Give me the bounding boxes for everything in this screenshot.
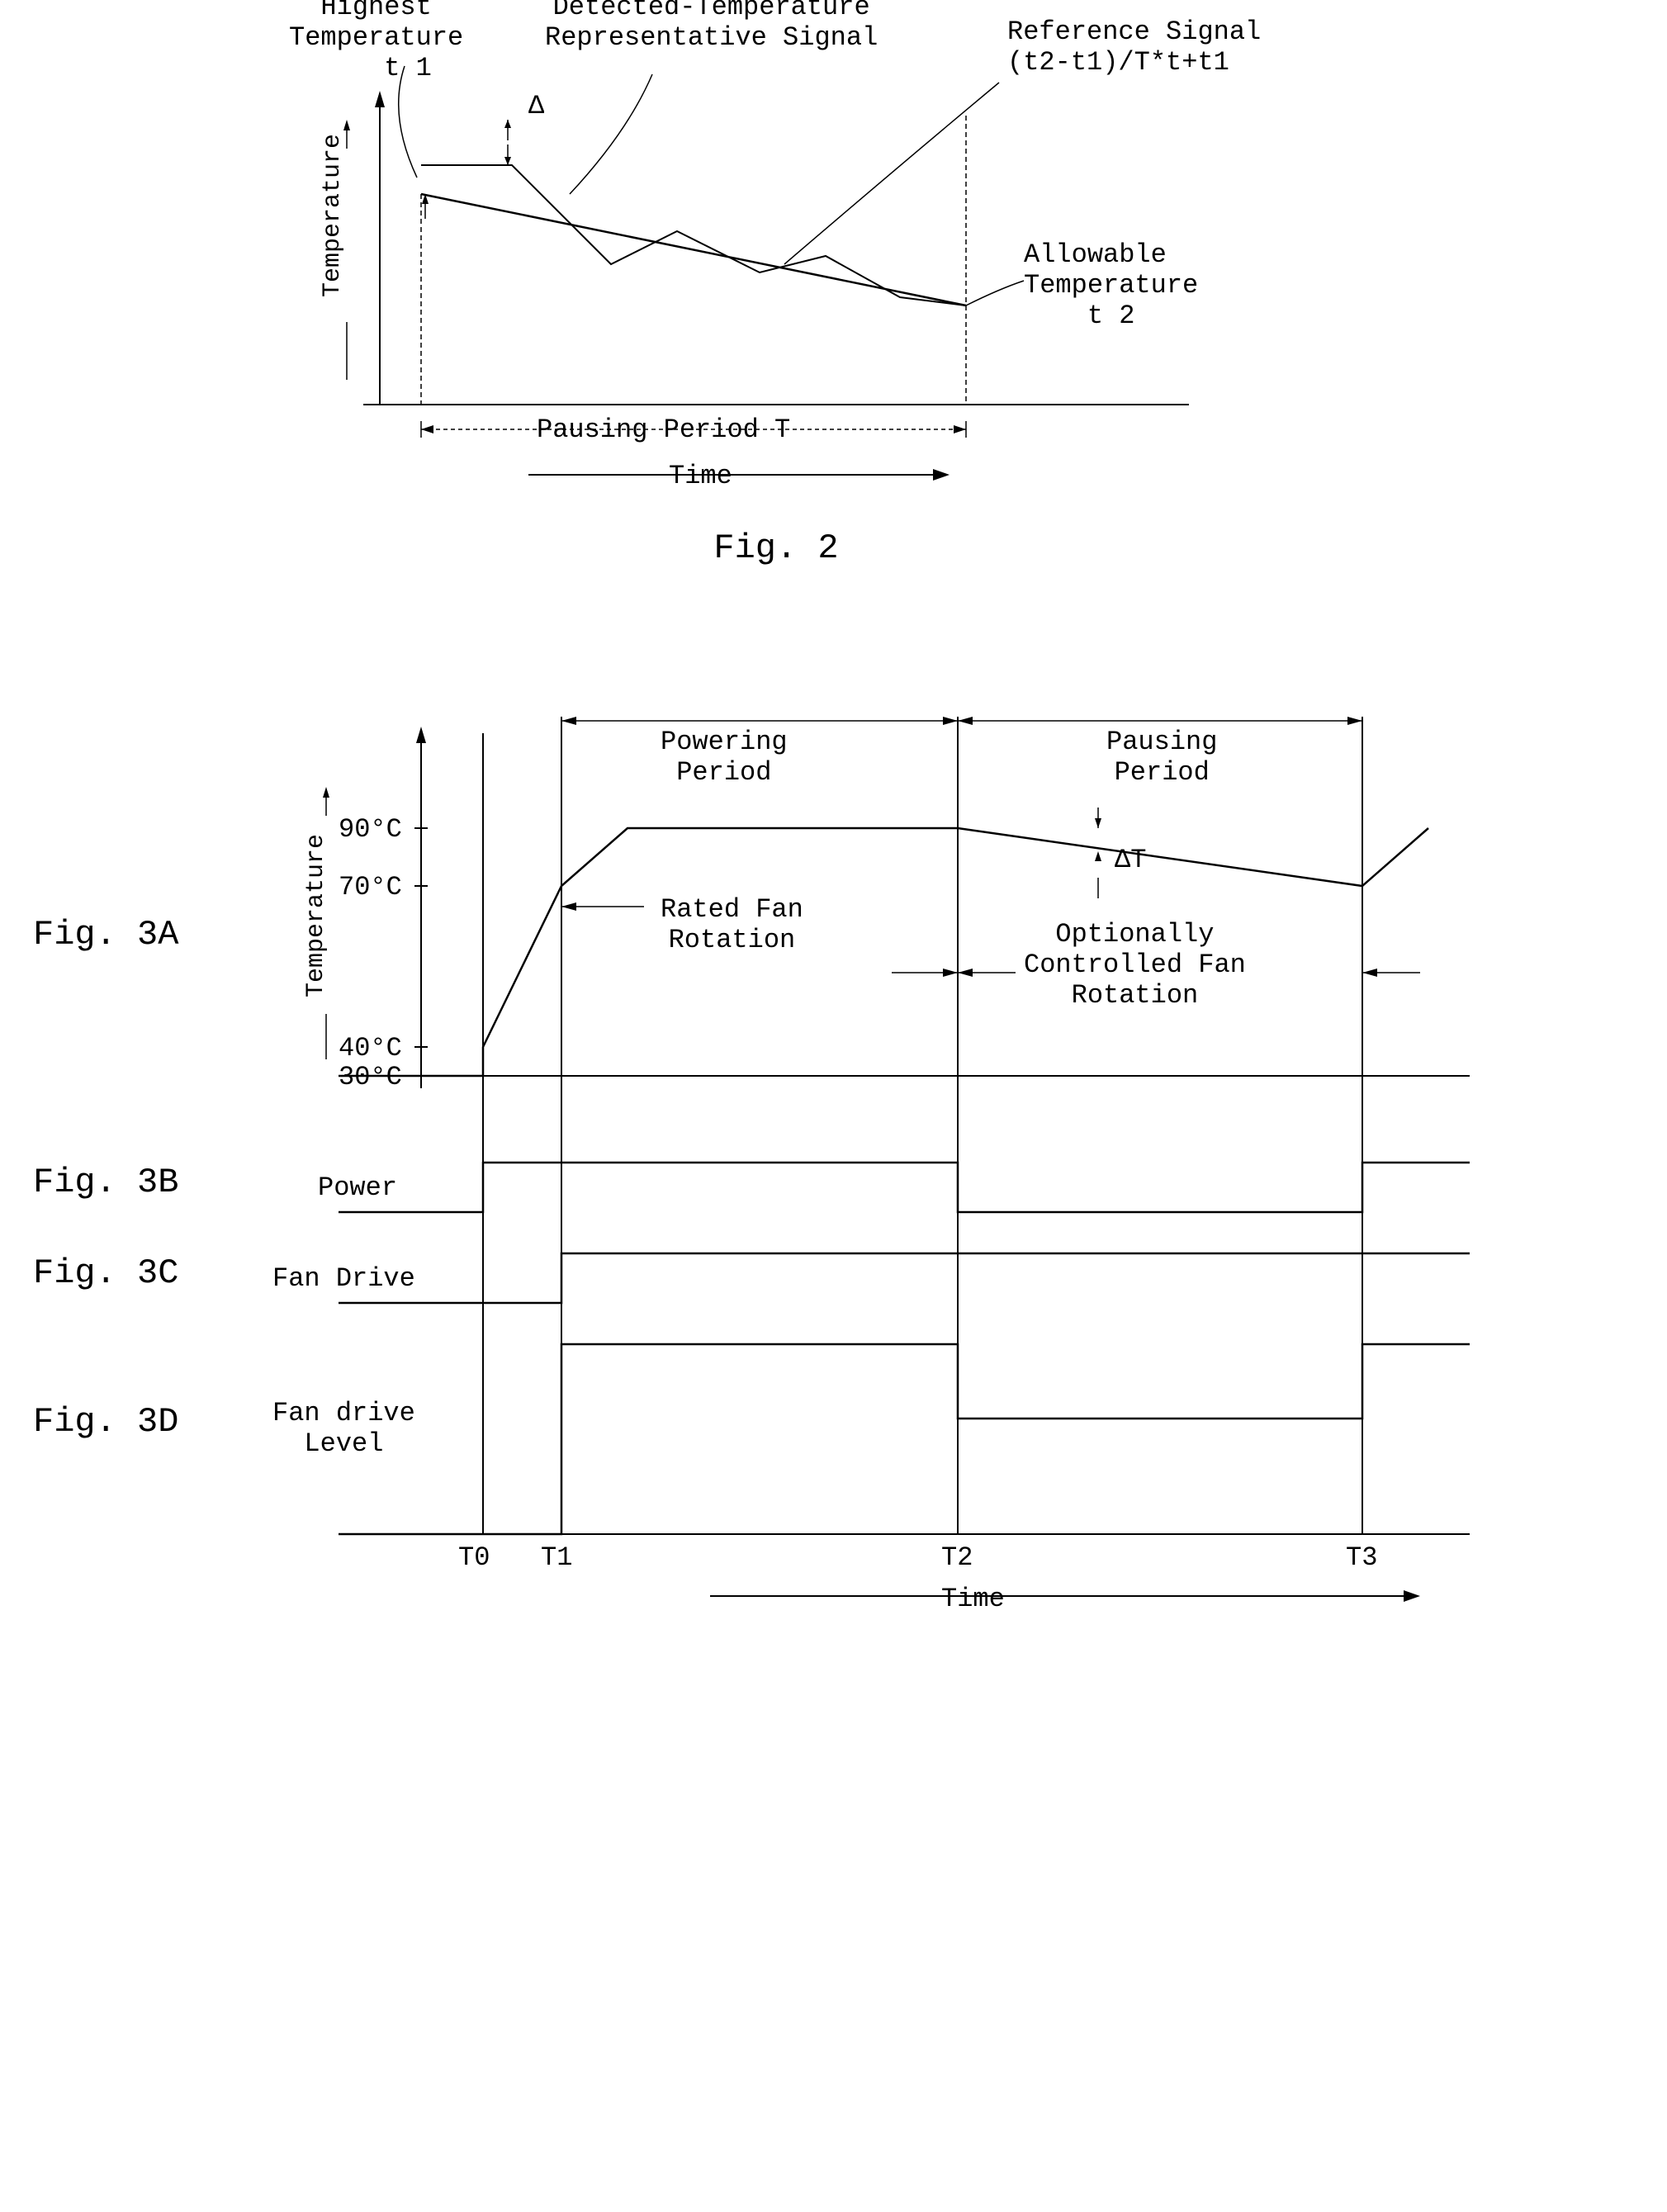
fig3-t3-label: T3	[1346, 1542, 1377, 1573]
fig2-caption: Fig. 2	[198, 528, 1354, 568]
fig3-temp90-label: 90°C	[339, 814, 402, 845]
fig3-t0-label: T0	[458, 1542, 490, 1573]
fig3-pausing-period-label: Pausing Period	[1106, 727, 1217, 788]
fig3-rated-fan-label: Rated Fan Rotation	[661, 894, 803, 955]
fig3a-caption: Fig. 3A	[33, 915, 178, 954]
fig3-temp30-label: 30°C	[339, 1062, 402, 1092]
fig3-deltat-label: ΔT	[1115, 845, 1146, 875]
figure-3-container: Fig. 3A Fig. 3B Fig. 3C Fig. 3D Power Fa…	[33, 692, 1634, 1641]
svg-text:Temperature: Temperature	[319, 134, 347, 297]
fig2-allowable-temp-label: Allowable Temperature t 2	[1024, 239, 1198, 331]
figure-2-container: Highest Temperature t 1 Detected-Tempera…	[281, 33, 1354, 568]
fig2-highest-temp-label: Highest Temperature t 1	[289, 0, 463, 83]
svg-text:Temperature: Temperature	[302, 834, 330, 997]
fig3-t1-label: T1	[541, 1542, 572, 1573]
fig2-reference-signal-label: Reference Signal (t2-t1)/T*t+t1	[1007, 17, 1261, 78]
fig3-powering-period-label: Powering Period	[661, 727, 788, 788]
fig3-controlled-fan-label: Optionally Controlled Fan Rotation	[1024, 919, 1246, 1011]
fig2-detected-signal-label: Detected-Temperature Representative Sign…	[545, 0, 878, 53]
fig3b-caption: Fig. 3B	[33, 1163, 178, 1202]
fig2-time-label: Time	[669, 461, 732, 491]
fig3d-caption: Fig. 3D	[33, 1402, 178, 1442]
fig3-temp70-label: 70°C	[339, 872, 402, 902]
fig3-chart: Temperature	[297, 692, 1536, 1641]
fig3c-caption: Fig. 3C	[33, 1253, 178, 1293]
fig3-power-label: Power	[318, 1172, 397, 1203]
fig3-temp40-label: 40°C	[339, 1033, 402, 1063]
fig2-pausing-period-label: Pausing Period T	[537, 414, 790, 445]
fig3-fanlevel-label: Fan drive Level	[272, 1398, 415, 1459]
fig2-delta-label: Δ	[528, 91, 544, 121]
fig3-fandrive-label: Fan Drive	[272, 1263, 415, 1294]
fig3-t2-label: T2	[941, 1542, 973, 1573]
fig3-time-label: Time	[941, 1584, 1005, 1614]
